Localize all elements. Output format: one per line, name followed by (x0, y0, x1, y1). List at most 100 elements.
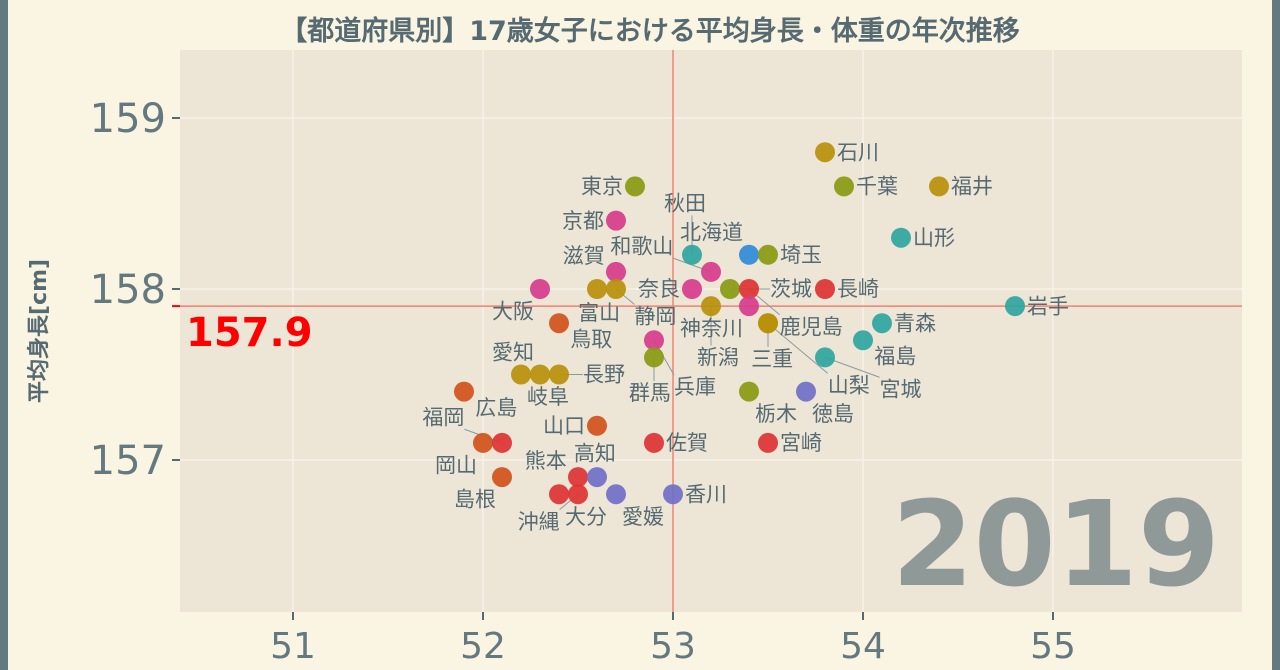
point-label: 福井 (951, 175, 993, 199)
data-point (758, 244, 778, 265)
reference-y-label: 157.9 (186, 310, 313, 356)
data-point (511, 364, 531, 385)
point-label: 静岡 (634, 305, 676, 329)
point-label: 沖縄 (518, 510, 560, 534)
point-label: 熊本 (525, 449, 567, 473)
data-point (815, 142, 835, 163)
label-leader-line (767, 322, 829, 374)
point-label: 京都 (562, 209, 604, 233)
data-point (587, 415, 607, 436)
data-point (815, 347, 835, 368)
data-point (530, 364, 550, 385)
y-tick-label: 157 (90, 438, 166, 484)
point-label: 滋賀 (563, 244, 605, 268)
data-point (663, 484, 683, 505)
point-label: 福島 (874, 345, 916, 369)
data-point (549, 364, 569, 385)
x-tick-label: 51 (270, 626, 316, 667)
data-point (606, 210, 626, 231)
point-label: 愛知 (492, 340, 534, 364)
point-label: 石川 (837, 140, 879, 164)
y-tick-label: 158 (90, 267, 166, 313)
data-point (682, 244, 702, 265)
data-point (606, 261, 626, 282)
point-label: 山梨 (828, 374, 870, 398)
point-label: 広島 (475, 396, 517, 420)
data-point (853, 330, 873, 351)
point-label: 長野 (583, 363, 625, 387)
point-label: 大阪 (492, 300, 534, 324)
data-point (606, 279, 626, 299)
point-label: 青森 (894, 311, 936, 335)
point-label: 長崎 (837, 277, 879, 301)
data-point (701, 296, 721, 317)
point-label: 愛媛 (622, 505, 664, 529)
data-point (758, 313, 778, 334)
point-label: 群馬 (629, 381, 671, 405)
point-label: 徳島 (812, 402, 854, 426)
data-point (587, 467, 607, 488)
data-point (473, 432, 493, 453)
data-point (492, 432, 512, 453)
data-point (644, 330, 664, 351)
data-point (739, 381, 759, 402)
x-tick-label: 52 (460, 626, 506, 667)
data-point (606, 484, 626, 505)
data-point (568, 467, 588, 488)
data-point (625, 176, 645, 197)
x-tick-label: 53 (650, 626, 696, 667)
point-label: 島根 (454, 488, 496, 512)
data-point (739, 279, 759, 299)
data-point (549, 484, 569, 505)
data-point (454, 381, 474, 402)
point-label: 富山 (578, 301, 620, 325)
point-label: 岩手 (1027, 294, 1069, 318)
point-label: 三重 (751, 347, 793, 371)
point-label: 山形 (913, 226, 955, 250)
year-label: 2019 (892, 475, 1220, 613)
point-label: 高知 (574, 441, 616, 465)
data-point (929, 176, 949, 197)
point-label: 宮城 (880, 377, 922, 401)
data-point (758, 432, 778, 453)
chart-title: 【都道府県別】17歳女子における平均身長・体重の年次推移 (280, 15, 1020, 47)
data-point (872, 313, 892, 334)
point-label: 大分 (565, 505, 607, 529)
data-point (682, 279, 702, 299)
point-label: 岡山 (435, 453, 477, 477)
point-label: 栃木 (755, 402, 797, 426)
x-tick-label: 55 (1030, 626, 1076, 667)
point-label: 兵庫 (674, 375, 716, 399)
point-label: 千葉 (856, 175, 898, 199)
point-label: 香川 (685, 482, 727, 506)
point-label: 鳥取 (570, 328, 612, 352)
point-label: 茨城 (770, 277, 812, 301)
point-label: 東京 (581, 175, 623, 199)
x-tick-label: 54 (840, 626, 886, 667)
point-label: 岐阜 (527, 385, 569, 409)
data-point (815, 279, 835, 299)
data-point (891, 227, 911, 248)
data-point (644, 347, 664, 368)
data-point (530, 279, 550, 299)
data-point (796, 381, 816, 402)
point-label: 鹿児島 (780, 315, 843, 339)
data-point (834, 176, 854, 197)
point-label: 奈良 (638, 277, 680, 301)
data-point (644, 432, 664, 453)
point-label: 埼玉 (780, 243, 822, 267)
data-point (720, 279, 740, 299)
data-point (1005, 296, 1025, 317)
point-label: 新潟 (697, 346, 739, 370)
point-label: 和歌山 (610, 234, 673, 258)
data-point (492, 467, 512, 488)
point-label: 秋田 (664, 192, 706, 216)
point-label: 北海道 (680, 221, 743, 245)
data-point (701, 261, 721, 282)
point-label: 福岡 (422, 405, 464, 429)
data-point (739, 244, 759, 265)
point-label: 宮崎 (780, 431, 822, 455)
point-label: 神奈川 (680, 317, 743, 341)
point-label: 山口 (543, 414, 585, 438)
y-tick-label: 159 (90, 96, 166, 142)
